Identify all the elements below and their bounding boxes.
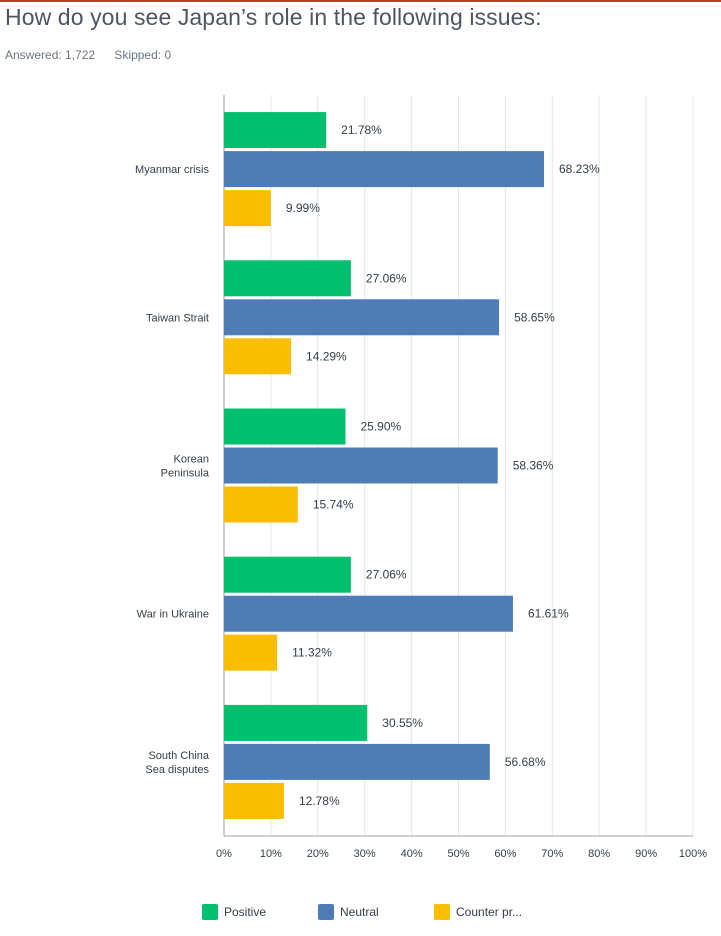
x-tick-label: 10%	[260, 848, 282, 860]
top-rule	[0, 0, 721, 2]
bar	[224, 556, 351, 593]
x-tick-label: 100%	[679, 848, 707, 860]
x-tick-label: 20%	[307, 848, 329, 860]
x-tick-label: 70%	[541, 848, 563, 860]
data-label: 14.29%	[306, 349, 347, 363]
bar	[224, 447, 498, 484]
category-label: South China	[148, 750, 209, 762]
data-label: 27.06%	[366, 568, 407, 582]
legend-swatch-positive	[202, 904, 218, 920]
x-tick-label: 50%	[447, 848, 469, 860]
category-label: Korean	[174, 454, 209, 466]
x-tick-label: 60%	[494, 848, 516, 860]
answered-count: Answered: 1,722	[5, 48, 96, 62]
bar	[224, 634, 278, 671]
legend-swatch-neutral	[318, 904, 334, 920]
response-meta: Answered: 1,722 Skipped: 0	[5, 48, 187, 62]
bar	[224, 704, 368, 741]
data-label: 30.55%	[382, 716, 423, 730]
bar	[224, 782, 284, 819]
skipped-count: Skipped: 0	[114, 48, 172, 62]
x-tick-label: 90%	[635, 848, 657, 860]
bar	[224, 486, 298, 523]
bar	[224, 743, 490, 780]
x-tick-label: 80%	[588, 848, 610, 860]
data-label: 21.78%	[341, 123, 382, 137]
data-label: 15.74%	[313, 498, 354, 512]
labels: 0% 10% 20% 30% 40% 50% 60% 70% 80% 90% 100% Myanmar…	[135, 123, 707, 860]
legend: Positive Neutral Counter pr...	[0, 904, 721, 928]
bar	[224, 408, 346, 445]
bar-chart: 0% 10% 20% 30% 40% 50% 60% 70% 80% 90% 100% Myanmar…	[135, 95, 707, 860]
category-label: Sea disputes	[145, 764, 209, 776]
bar	[224, 338, 292, 375]
x-tick-label: 40%	[401, 848, 423, 860]
data-label: 61.61%	[528, 607, 569, 621]
legend-item-positive[interactable]: Positive	[202, 904, 266, 920]
legend-item-neutral[interactable]: Neutral	[318, 904, 379, 920]
bar	[224, 151, 544, 188]
data-label: 68.23%	[559, 162, 600, 176]
data-label: 9.99%	[286, 201, 320, 215]
bar	[224, 260, 351, 297]
data-label: 27.06%	[366, 271, 407, 285]
x-tick-label: 0%	[216, 848, 232, 860]
category-label: Myanmar crisis	[135, 164, 209, 176]
x-tick-label: 30%	[354, 848, 376, 860]
category-label: Peninsula	[161, 468, 210, 480]
category-label: War in Ukraine	[137, 609, 209, 621]
bar	[224, 299, 500, 336]
data-label: 12.78%	[299, 794, 340, 808]
bars	[224, 112, 544, 819]
bar	[224, 595, 513, 632]
data-label: 56.68%	[505, 755, 546, 769]
legend-label-counter: Counter pr...	[456, 905, 523, 919]
legend-label-neutral: Neutral	[340, 905, 379, 919]
data-label: 11.32%	[292, 646, 332, 660]
legend-item-counter[interactable]: Counter pr...	[434, 904, 522, 920]
page-title: How do you see Japan’s role in the follo…	[5, 4, 542, 30]
data-label: 58.36%	[513, 459, 554, 473]
data-label: 25.90%	[360, 420, 401, 434]
data-label: 58.65%	[514, 310, 555, 324]
legend-label-positive: Positive	[224, 905, 267, 919]
bar	[224, 112, 327, 149]
legend-swatch-counter	[434, 904, 450, 920]
category-label: Taiwan Strait	[146, 312, 209, 324]
bar	[224, 190, 271, 227]
